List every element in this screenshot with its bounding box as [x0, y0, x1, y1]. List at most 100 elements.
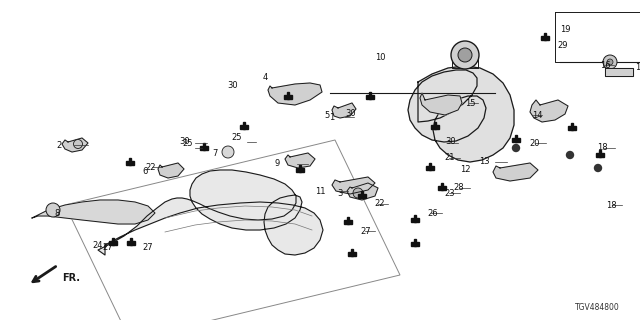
- Text: 19: 19: [560, 26, 570, 35]
- Bar: [130, 237, 132, 245]
- Circle shape: [74, 140, 83, 148]
- Bar: [414, 214, 416, 222]
- Text: 17: 17: [635, 63, 640, 73]
- Polygon shape: [493, 163, 538, 181]
- Bar: [369, 92, 371, 99]
- Bar: [284, 95, 292, 99]
- Polygon shape: [332, 103, 356, 118]
- Circle shape: [603, 55, 617, 69]
- Polygon shape: [285, 153, 315, 168]
- Bar: [412, 218, 419, 222]
- Bar: [129, 157, 131, 165]
- Bar: [344, 220, 351, 224]
- Bar: [599, 149, 601, 157]
- Text: 7: 7: [212, 149, 218, 158]
- Text: 30: 30: [179, 138, 190, 147]
- Circle shape: [46, 203, 60, 217]
- Bar: [348, 252, 356, 256]
- Bar: [434, 122, 436, 129]
- Text: 30: 30: [345, 108, 356, 117]
- Bar: [361, 190, 363, 198]
- Circle shape: [595, 164, 602, 172]
- Text: TGV484800: TGV484800: [575, 303, 620, 312]
- Text: 30: 30: [445, 138, 456, 147]
- Circle shape: [566, 151, 573, 158]
- Text: 20: 20: [529, 139, 540, 148]
- Text: 2: 2: [57, 140, 62, 149]
- Text: 22: 22: [145, 163, 156, 172]
- Bar: [241, 125, 248, 129]
- Text: 15: 15: [465, 99, 476, 108]
- Text: 27: 27: [360, 227, 371, 236]
- Text: 4: 4: [263, 74, 268, 83]
- Bar: [299, 164, 301, 172]
- Bar: [287, 92, 289, 99]
- Text: 30: 30: [228, 81, 238, 90]
- Bar: [243, 122, 245, 129]
- Bar: [571, 123, 573, 130]
- Bar: [515, 134, 517, 142]
- Text: 21: 21: [444, 154, 454, 163]
- Polygon shape: [530, 100, 568, 122]
- Bar: [429, 163, 431, 170]
- Text: 27: 27: [142, 243, 152, 252]
- Bar: [596, 153, 604, 157]
- Circle shape: [458, 48, 472, 62]
- Polygon shape: [408, 66, 514, 162]
- Bar: [426, 166, 434, 170]
- Polygon shape: [62, 138, 88, 152]
- Bar: [438, 186, 445, 190]
- Bar: [544, 33, 546, 40]
- Text: 3: 3: [338, 189, 343, 198]
- Text: 25: 25: [182, 139, 193, 148]
- Bar: [441, 182, 443, 190]
- Text: 18: 18: [606, 201, 616, 210]
- Bar: [351, 249, 353, 256]
- Bar: [541, 36, 548, 40]
- Text: 10: 10: [375, 53, 385, 62]
- Text: 28: 28: [453, 183, 463, 193]
- Text: 26: 26: [427, 209, 438, 218]
- Circle shape: [353, 188, 363, 198]
- Circle shape: [513, 145, 520, 151]
- Text: 12: 12: [460, 165, 470, 174]
- Bar: [605, 68, 633, 76]
- Bar: [414, 238, 416, 246]
- Polygon shape: [347, 183, 378, 200]
- Polygon shape: [32, 200, 155, 224]
- Bar: [200, 146, 207, 150]
- Text: 13: 13: [479, 157, 490, 166]
- Bar: [347, 217, 349, 224]
- Polygon shape: [268, 83, 322, 105]
- Bar: [431, 125, 438, 129]
- Text: 5: 5: [324, 111, 330, 121]
- Text: 11: 11: [316, 187, 326, 196]
- Bar: [366, 95, 374, 99]
- Polygon shape: [98, 170, 323, 255]
- Text: 8: 8: [54, 210, 60, 219]
- Bar: [109, 241, 116, 245]
- Text: 22: 22: [374, 199, 385, 209]
- Text: 25: 25: [232, 132, 242, 141]
- Text: 29: 29: [557, 41, 568, 50]
- Circle shape: [607, 59, 613, 65]
- Text: 14: 14: [532, 110, 543, 119]
- Bar: [358, 194, 365, 198]
- Bar: [127, 241, 134, 245]
- Polygon shape: [158, 163, 184, 178]
- Polygon shape: [332, 177, 375, 194]
- Text: 18: 18: [597, 143, 607, 153]
- Bar: [513, 138, 520, 142]
- Circle shape: [451, 41, 479, 69]
- Bar: [296, 168, 303, 172]
- Text: 27: 27: [102, 244, 113, 252]
- Bar: [203, 142, 205, 150]
- Text: 9: 9: [275, 158, 280, 167]
- Text: 1: 1: [330, 114, 335, 123]
- Polygon shape: [420, 93, 462, 115]
- Text: 23: 23: [444, 188, 454, 197]
- Bar: [112, 237, 114, 245]
- Bar: [412, 242, 419, 246]
- Bar: [127, 161, 134, 165]
- Circle shape: [222, 146, 234, 158]
